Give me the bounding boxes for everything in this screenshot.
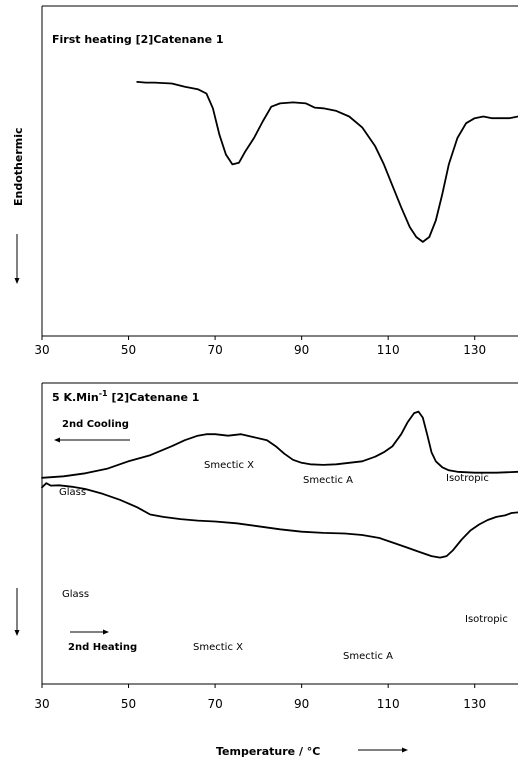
x-tick-label: 30 (34, 697, 49, 711)
x-tick-label: 70 (207, 697, 222, 711)
x-tick-label: 50 (121, 343, 136, 357)
annotation-glass-cooling: Glass (59, 487, 86, 498)
x-tick-label: 50 (121, 697, 136, 711)
right-arrow-icon (70, 629, 109, 635)
panel-first-heating: First heating [2]Catenane 1 Endothermic … (12, 5, 518, 357)
series-first-heating (136, 81, 518, 243)
down-arrow-icon (14, 588, 20, 636)
panel-title: 5 K.Min-1 [2]Catenane 1 (52, 389, 199, 404)
x-tick-label: 130 (463, 343, 486, 357)
x-tick-label: 30 (34, 343, 49, 357)
title-rest: [2]Catenane 1 (108, 391, 200, 404)
series-2nd-cooling (41, 410, 518, 479)
x-tick-label: 90 (294, 697, 309, 711)
panel-title: First heating [2]Catenane 1 (52, 33, 224, 46)
x-tick-label: 90 (294, 343, 309, 357)
annotation-smectic-x-heating: Smectic X (193, 642, 243, 653)
panel-5k-min: 5 K.Min-1 [2]Catenane 1 2nd Cooling 2nd … (14, 382, 518, 758)
x-tick-label: 130 (463, 697, 486, 711)
title-main: 5 K.Min (52, 391, 99, 404)
annotation-smectic-a-heating: Smectic A (343, 651, 393, 662)
title-superscript: -1 (99, 389, 108, 398)
left-arrow-icon (54, 437, 130, 443)
annotation-isotropic-cooling: Isotropic (446, 473, 489, 484)
x-tick-label: 110 (377, 343, 400, 357)
x-tick-label: 70 (207, 343, 222, 357)
annotation-smectic-a-cooling: Smectic A (303, 475, 353, 486)
y-axis-label: Endothermic (12, 127, 25, 206)
series-label-cooling: 2nd Cooling (62, 419, 129, 430)
annotation-glass-heating: Glass (62, 589, 89, 600)
series-label-heating: 2nd Heating (68, 642, 137, 653)
series-2nd-heating (41, 482, 518, 559)
annotation-isotropic-heating: Isotropic (465, 614, 508, 625)
x-tick-label: 110 (377, 697, 400, 711)
down-arrow-icon (14, 234, 20, 284)
annotation-smectic-x-cooling: Smectic X (204, 460, 254, 471)
x-axis-label: Temperature / °C (216, 745, 320, 758)
right-arrow-icon (358, 747, 408, 753)
